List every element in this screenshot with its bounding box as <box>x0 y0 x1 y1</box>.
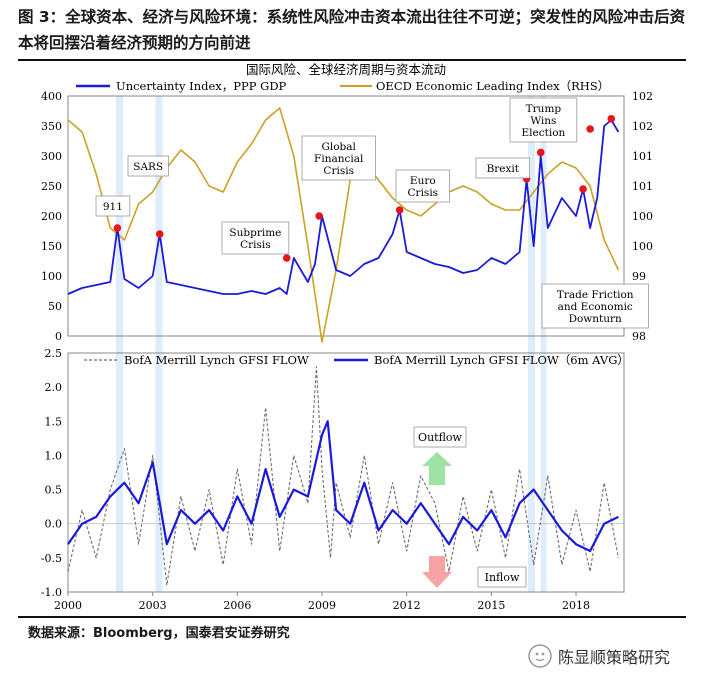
event-band-3 <box>540 96 547 592</box>
top-chart-title: 国际风险、全球经济周期与资本流动 <box>246 62 446 77</box>
annotation-text: Euro <box>410 175 436 187</box>
event-point-9 <box>607 115 616 123</box>
annotation-text: 911 <box>103 201 123 213</box>
event-point-2 <box>282 254 291 262</box>
bottom-y-tick-label: -1.0 <box>41 586 62 599</box>
outflow-label-box <box>413 426 467 448</box>
bottom-y-tick-label: 0.5 <box>45 484 63 497</box>
top-left-tick-label: 50 <box>48 300 62 313</box>
annotation-text: Crisis <box>408 187 439 199</box>
event-point-6 <box>536 148 545 157</box>
annotation-text: Crisis <box>240 239 271 251</box>
event-point-7 <box>579 185 587 193</box>
bottom-x-tick-label: 2000 <box>54 599 82 612</box>
annotation-text: Downturn <box>569 313 622 325</box>
annotation-text: Subprime <box>229 227 281 239</box>
up-arrow-icon <box>422 452 452 485</box>
bottom-plot-frame <box>67 352 625 593</box>
event-point-0 <box>113 224 122 232</box>
event-point-8 <box>586 125 594 133</box>
figure-caption: 图 3：全球资本、经济与风险环境：系统性风险冲击资本流出往往不可逆；突发性的风险… <box>18 8 686 52</box>
wechat-icon <box>528 644 552 668</box>
annotation-text: Wins <box>530 115 556 127</box>
event-band-0 <box>115 96 124 592</box>
inflow-label: Inflow <box>485 571 520 584</box>
annotation-text: Election <box>522 127 566 139</box>
series-oecd-leading-index <box>67 107 620 343</box>
annotation-text: Financial <box>314 153 364 165</box>
series-uncertainty-index <box>67 119 620 295</box>
outflow-label: Outflow <box>418 431 462 444</box>
bottom-x-tick-label: 2003 <box>139 599 167 612</box>
series-gfsi-flow <box>67 366 619 586</box>
bottom-x-tick-label: 2012 <box>393 599 421 612</box>
watermark-text: 陈显顺策略研究 <box>558 648 671 667</box>
annotation-box-3 <box>301 135 376 181</box>
annotation-box-2 <box>221 221 290 255</box>
annotation-text: and Economic <box>558 301 633 313</box>
top-right-tick-label: 102 <box>632 90 653 103</box>
bottom-y-tick-label: 1.5 <box>45 415 63 428</box>
inflow-label-box <box>477 566 527 588</box>
annotation-box-4 <box>395 169 450 203</box>
top-left-tick-label: 150 <box>41 240 62 253</box>
top-left-tick-label: 100 <box>41 270 62 283</box>
bottom-y-tick-label: 2.0 <box>45 381 63 394</box>
top-left-tick-label: 300 <box>41 150 62 163</box>
top-right-tick-label: 98 <box>632 330 646 343</box>
top-right-tick-label: 102 <box>632 120 653 133</box>
bottom-x-tick-label: 2006 <box>223 599 251 612</box>
top-left-tick-label: 200 <box>41 210 62 223</box>
top-right-tick-label: 101 <box>632 180 653 193</box>
series-gfsi-flow-6m-avg <box>67 420 619 553</box>
top-right-tick-label: 99 <box>632 270 646 283</box>
annotation-box-1 <box>127 155 169 177</box>
bottom-y-tick-label: 1.0 <box>45 449 63 462</box>
annotation-text: Brexit <box>487 163 520 175</box>
annotation-text: Global <box>321 141 356 153</box>
annotation-text: Trade Friction <box>557 289 634 301</box>
top-right-tick-label: 100 <box>632 240 653 253</box>
caption-rule-top <box>18 59 686 61</box>
watermark: 陈显顺策略研究 <box>528 644 670 668</box>
bottom-y-tick-label: 2.5 <box>45 347 63 360</box>
top-left-tick-label: 250 <box>41 180 62 193</box>
annotation-box-6 <box>509 97 578 143</box>
event-point-4 <box>395 206 404 214</box>
legend-label-uncertainty: Uncertainty Index，PPP GDP <box>116 79 287 93</box>
legend-label-oecd: OECD Economic Leading Index（RHS） <box>376 79 609 93</box>
bottom-y-tick-label: -0.5 <box>41 552 62 565</box>
top-left-tick-label: 0 <box>55 330 62 343</box>
top-right-tick-label: 101 <box>632 150 653 163</box>
annotation-box-0 <box>95 195 131 217</box>
data-source: 数据来源：Bloomberg，国泰君安证券研究 <box>28 626 290 641</box>
bottom-x-tick-label: 2015 <box>477 599 505 612</box>
event-band-1 <box>155 96 163 592</box>
legend-label-gfsi-avg: BofA Merrill Lynch GFSI FLOW（6m AVG） <box>374 353 629 367</box>
annotation-text: Trump <box>526 103 562 115</box>
down-arrow-icon <box>422 556 452 588</box>
bottom-y-tick-label: 0.0 <box>45 518 63 531</box>
bottom-x-tick-label: 2009 <box>308 599 336 612</box>
top-left-tick-label: 400 <box>41 90 62 103</box>
event-point-1 <box>155 230 164 238</box>
bottom-x-tick-label: 2018 <box>562 599 590 612</box>
top-plot-frame <box>67 95 625 337</box>
event-point-3 <box>315 212 323 220</box>
annotation-text: Crisis <box>323 165 354 177</box>
legend-label-gfsi: BofA Merrill Lynch GFSI FLOW <box>124 353 309 367</box>
top-left-tick-label: 350 <box>41 120 62 133</box>
caption-rule-bottom <box>18 616 686 618</box>
annotation-box-7 <box>541 283 649 329</box>
annotation-box-5 <box>475 157 530 179</box>
annotation-text: SARS <box>133 161 163 173</box>
top-right-tick-label: 100 <box>632 210 653 223</box>
event-band-2 <box>528 96 536 592</box>
